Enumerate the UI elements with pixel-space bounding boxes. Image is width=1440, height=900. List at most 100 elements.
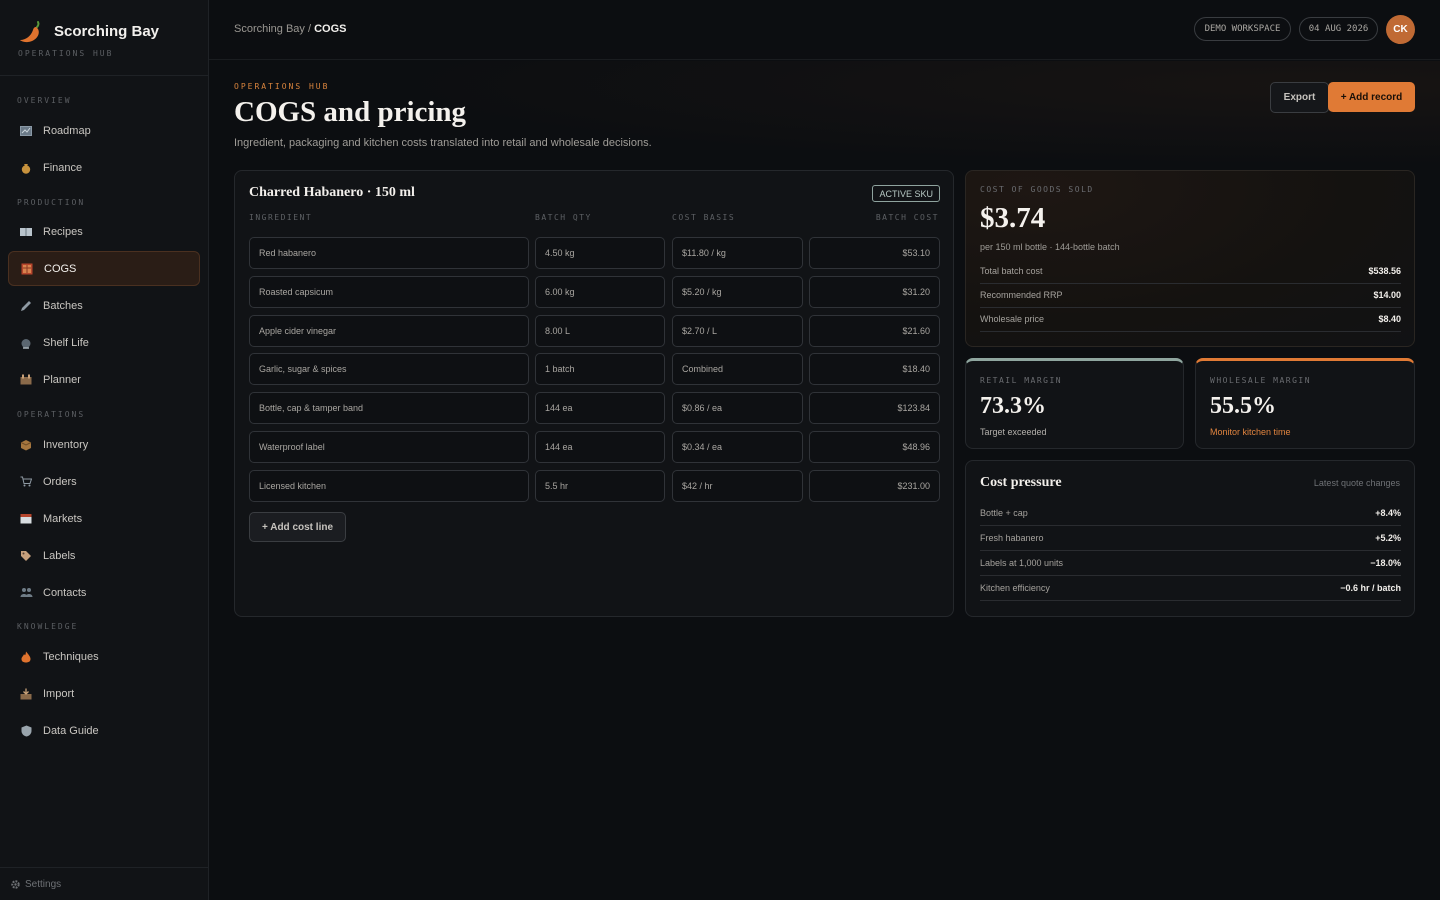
cogs-row-wholesale: Wholesale price $8.40 xyxy=(980,308,1401,332)
sidebar-item-roadmap[interactable]: Roadmap xyxy=(8,113,200,148)
row-value: $14.00 xyxy=(1373,290,1401,300)
batch-qty-field[interactable]: 4.50 kg xyxy=(535,237,665,269)
batch-qty-field[interactable]: 8.00 L xyxy=(535,314,665,347)
sidebar-item-label: Shelf Life xyxy=(43,336,89,349)
wholesale-margin-card: WHOLESALE MARGIN 55.5% Monitor kitchen t… xyxy=(1195,358,1415,449)
tag-icon xyxy=(19,549,33,563)
cogs-note: per 150 ml bottle · 144-bottle batch xyxy=(980,242,1120,252)
retail-margin-card: RETAIL MARGIN 73.3% Target exceeded xyxy=(965,358,1184,449)
batch-qty-field[interactable]: 1 batch xyxy=(535,353,665,386)
cost-basis-field[interactable]: $42 / hr xyxy=(672,469,803,502)
pressure-row: Labels at 1,000 units −18.0% xyxy=(980,552,1401,576)
sidebar-item-orders[interactable]: Orders xyxy=(8,464,200,499)
nav-section-production: PRODUCTION xyxy=(17,198,86,207)
status-badge: ACTIVE SKU xyxy=(872,185,940,202)
shield-icon xyxy=(19,724,33,738)
ingredient-field[interactable]: Garlic, sugar & spices xyxy=(249,353,529,386)
page-eyebrow: OPERATIONS HUB xyxy=(234,82,330,91)
cost-basis-field[interactable]: $0.34 / ea xyxy=(672,431,803,463)
cost-table-card: Charred Habanero · 150 ml ACTIVE SKU ING… xyxy=(234,170,954,617)
row-value: +5.2% xyxy=(1375,533,1401,543)
pressure-row: Fresh habanero +5.2% xyxy=(980,527,1401,551)
sidebar-item-recipes[interactable]: Recipes xyxy=(8,214,200,249)
ingredient-field[interactable]: Bottle, cap & tamper band xyxy=(249,392,529,425)
sidebar-item-shelf-life[interactable]: Shelf Life xyxy=(8,325,200,360)
add-record-button[interactable]: + Add record xyxy=(1328,82,1415,112)
sidebar-item-label: Orders xyxy=(43,475,77,488)
batch-cost-field: $31.20 xyxy=(809,275,940,308)
cogs-row-rrp: Recommended RRP $14.00 xyxy=(980,284,1401,308)
retail-margin-note: Target exceeded xyxy=(980,427,1047,437)
sidebar-item-data-guide[interactable]: Data Guide xyxy=(8,713,200,748)
brand-name: Scorching Bay xyxy=(54,23,160,40)
batch-cost-field: $123.84 xyxy=(809,392,940,425)
flame-icon xyxy=(19,650,33,664)
breadcrumb: Scorching Bay / COGS xyxy=(234,23,347,35)
date-pill[interactable]: 04 AUG 2026 xyxy=(1299,17,1378,41)
cost-pressure-note: Latest quote changes xyxy=(1313,478,1400,488)
breadcrumb-root[interactable]: Scorching Bay xyxy=(234,23,305,35)
workspace-pill[interactable]: DEMO WORKSPACE xyxy=(1194,17,1291,41)
timer-icon xyxy=(19,336,33,350)
sidebar-item-label: Planner xyxy=(43,373,81,386)
page-subtitle: Ingredient, packaging and kitchen costs … xyxy=(234,137,652,149)
cost-basis-field[interactable]: $11.80 / kg xyxy=(672,237,803,269)
sidebar-item-finance[interactable]: Finance xyxy=(8,150,200,185)
export-button[interactable]: Export xyxy=(1270,82,1329,113)
settings-link[interactable]: Settings xyxy=(10,879,61,890)
cost-basis-field[interactable]: Combined xyxy=(672,353,803,386)
calendar-grid-icon xyxy=(19,373,33,387)
column-header-batch-qty: BATCH QTY xyxy=(535,213,592,222)
batch-qty-field[interactable]: 144 ea xyxy=(535,392,665,425)
batch-cost-field: $21.60 xyxy=(809,314,940,347)
sidebar-item-planner[interactable]: Planner xyxy=(8,362,200,397)
sidebar-item-label: Labels xyxy=(43,549,76,562)
wholesale-margin-value: 55.5% xyxy=(1210,393,1276,419)
sku-title: Charred Habanero · 150 ml xyxy=(249,185,415,200)
row-label: Kitchen efficiency xyxy=(980,583,1050,593)
row-label: Bottle + cap xyxy=(980,508,1028,518)
map-icon xyxy=(19,124,33,138)
book-icon xyxy=(19,225,33,239)
cost-pressure-title: Cost pressure xyxy=(980,475,1062,490)
avatar[interactable]: CK xyxy=(1386,15,1415,44)
ingredient-field[interactable]: Roasted capsicum xyxy=(249,275,529,308)
column-header-cost-basis: COST BASIS xyxy=(672,213,736,222)
pen-icon xyxy=(19,299,33,313)
nav-section-overview: OVERVIEW xyxy=(17,96,72,105)
add-cost-line-button[interactable]: + Add cost line xyxy=(249,512,346,542)
sidebar-item-import[interactable]: Import xyxy=(8,676,200,711)
breadcrumb-current: COGS xyxy=(314,23,347,35)
cost-basis-field[interactable]: $5.20 / kg xyxy=(672,275,803,308)
sidebar-item-label: Markets xyxy=(43,512,83,525)
ingredient-field[interactable]: Red habanero xyxy=(249,237,529,269)
sidebar-item-batches[interactable]: Batches xyxy=(8,288,200,323)
cost-basis-field[interactable]: $0.86 / ea xyxy=(672,392,803,425)
sidebar-item-labels[interactable]: Labels xyxy=(8,538,200,573)
ingredient-field[interactable]: Apple cider vinegar xyxy=(249,314,529,347)
sidebar-item-inventory[interactable]: Inventory xyxy=(8,427,200,462)
sidebar-item-cogs[interactable]: COGS xyxy=(8,251,200,286)
cogs-value: $3.74 xyxy=(980,202,1046,234)
batch-qty-field[interactable]: 144 ea xyxy=(535,431,665,463)
sidebar-item-label: Recipes xyxy=(43,225,83,238)
sidebar-item-label: Inventory xyxy=(43,438,89,451)
box-icon xyxy=(19,438,33,452)
cart-icon xyxy=(19,475,33,489)
sidebar-item-markets[interactable]: Markets xyxy=(8,501,200,536)
row-value: +8.4% xyxy=(1375,508,1401,518)
ledger-icon xyxy=(20,262,34,276)
ingredient-field[interactable]: Waterproof label xyxy=(249,431,529,463)
money-bag-icon xyxy=(19,161,33,175)
sidebar-item-contacts[interactable]: Contacts xyxy=(8,575,200,610)
batch-qty-field[interactable]: 6.00 kg xyxy=(535,275,665,308)
batch-cost-field: $48.96 xyxy=(809,431,940,463)
retail-margin-value: 73.3% xyxy=(980,393,1046,419)
pressure-row: Kitchen efficiency −0.6 hr / batch xyxy=(980,577,1401,601)
sidebar-item-label: Finance xyxy=(43,161,83,174)
batch-qty-field[interactable]: 5.5 hr xyxy=(535,469,665,502)
cost-basis-field[interactable]: $2.70 / L xyxy=(672,314,803,347)
sidebar-item-techniques[interactable]: Techniques xyxy=(8,639,200,674)
row-value: −18.0% xyxy=(1370,558,1401,568)
ingredient-field[interactable]: Licensed kitchen xyxy=(249,469,529,502)
